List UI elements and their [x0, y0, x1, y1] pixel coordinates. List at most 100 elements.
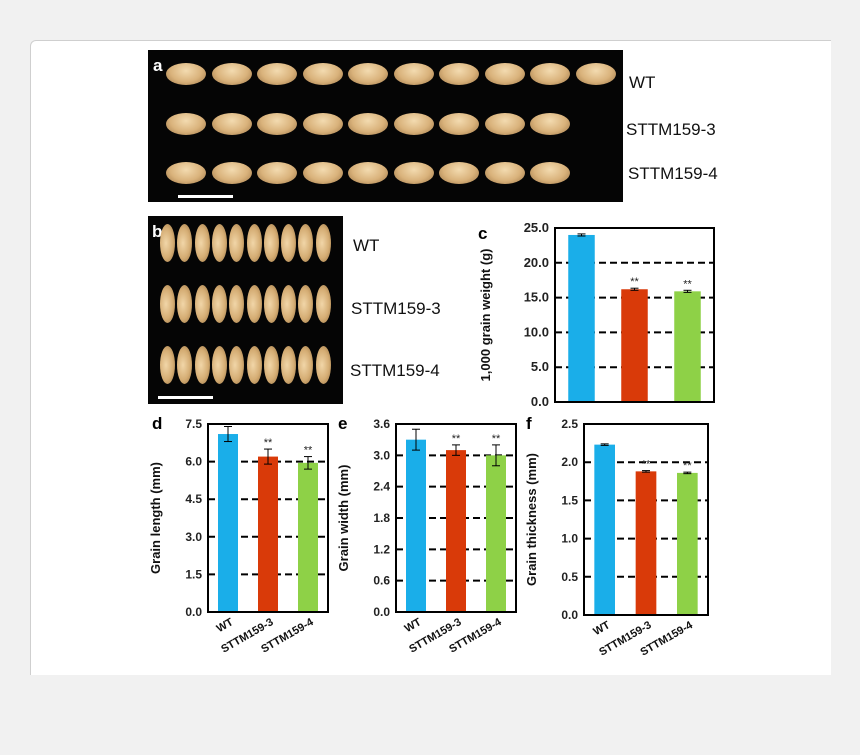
bar-wt [218, 434, 238, 612]
rice-grain [484, 63, 525, 85]
x-tick-label: WT [403, 616, 424, 635]
bar-sttm159-3 [635, 471, 657, 615]
rice-grain [160, 346, 175, 384]
rice-grain [229, 346, 245, 384]
rice-grain [393, 63, 434, 85]
rice-grain [194, 285, 210, 323]
chart-grain-thickness: 0.00.51.01.52.02.5WT**STTM159-3**STTM159… [524, 417, 709, 659]
bar-wt [406, 439, 426, 612]
rice-grain [257, 63, 297, 85]
rice-grain [348, 63, 388, 85]
rice-grain [229, 285, 245, 323]
y-axis-label: Grain thickness (mm) [524, 453, 539, 586]
bar-wt [568, 234, 595, 402]
rice-grain [348, 162, 388, 184]
chart-grain-length: 0.01.53.04.56.07.5WT**STTM159-3**STTM159… [148, 417, 329, 656]
rice-grain [166, 113, 206, 135]
rice-grain [439, 113, 479, 135]
rice-grain [298, 224, 314, 262]
rice-grain [393, 113, 434, 135]
bar-sttm159-3 [621, 289, 648, 402]
rice-grain [246, 285, 262, 323]
y-tick-label: 2.5 [561, 417, 578, 431]
y-tick-label: 1.5 [561, 493, 578, 507]
significance-label: ** [492, 433, 501, 445]
rice-grain [166, 63, 206, 85]
bar-wt [594, 444, 615, 615]
significance-label: ** [630, 276, 639, 288]
rice-grain [246, 346, 262, 384]
y-tick-label: 0.0 [185, 605, 202, 619]
rice-grain [257, 162, 297, 184]
rice-grain [484, 113, 525, 135]
bar-sttm159-3 [258, 456, 278, 612]
rice-grain [160, 285, 175, 323]
rice-grain [211, 162, 252, 184]
rice-grain [281, 285, 297, 323]
rice-grain [439, 63, 479, 85]
rice-grain [315, 346, 331, 384]
bar-sttm159-4 [674, 291, 701, 402]
x-tick-label: WT [215, 616, 236, 635]
chart-grain-width: 0.00.61.21.82.43.03.6WT**STTM159-3**STTM… [336, 417, 517, 656]
row-label-a-sttm159-3: STTM159-3 [626, 120, 716, 139]
y-tick-label: 5.0 [531, 359, 549, 374]
rice-grain [211, 224, 227, 262]
rice-grain [211, 285, 227, 323]
y-tick-label: 10.0 [524, 324, 549, 339]
rice-grain [246, 224, 262, 262]
rice-grain [177, 285, 193, 323]
figure: a WT STTM159-3 STTM159-4 b WT STTM159-3 … [148, 50, 720, 674]
rice-grain [166, 162, 206, 184]
rice-grain [348, 113, 388, 135]
y-tick-label: 0.0 [373, 605, 390, 619]
panel-letter-e: e [338, 414, 348, 433]
y-tick-label: 3.0 [185, 530, 202, 544]
panel-letter-b: b [152, 222, 163, 241]
rice-grain [194, 224, 210, 262]
bar-sttm159-4 [486, 455, 506, 612]
y-tick-label: 1.2 [373, 542, 390, 556]
y-tick-label: 0.5 [561, 570, 578, 584]
rice-grain [530, 113, 570, 135]
rice-grain [263, 346, 279, 384]
rice-grain [211, 346, 227, 384]
chart-grain-weight: 0.0 5.0 10.0 15.0 20.0 25.0 ** ** 1,000 grain we… [478, 220, 715, 408]
rice-grain [439, 162, 479, 184]
significance-label: ** [304, 445, 313, 457]
significance-label: ** [264, 437, 273, 449]
panel-letter-d: d [152, 414, 163, 433]
plot-frame [554, 227, 715, 403]
y-tick-label: 15.0 [524, 290, 549, 305]
y-tick-label: 25.0 [524, 220, 549, 235]
panel-letter-c: c [478, 224, 488, 243]
plot-frame [583, 423, 709, 616]
rice-grain [393, 162, 434, 184]
row-label-b-sttm159-4: STTM159-4 [350, 361, 440, 380]
scale-bar-a [178, 195, 233, 198]
rice-grain [302, 63, 343, 85]
y-tick-label: 0.6 [373, 574, 390, 588]
rice-grain [211, 63, 252, 85]
rice-grain [302, 162, 343, 184]
rice-grain [302, 113, 343, 135]
y-tick-label: 3.6 [373, 417, 390, 431]
plot-frame [395, 423, 517, 613]
rice-grain [263, 285, 279, 323]
y-tick-label: 2.4 [373, 480, 390, 494]
rice-grain [177, 346, 193, 384]
rice-grain [281, 224, 297, 262]
significance-label: ** [642, 459, 651, 471]
photo-panel-a: a [148, 50, 623, 202]
y-tick-label: 0.0 [531, 394, 549, 408]
row-label-b-wt: WT [353, 236, 380, 255]
y-tick-label: 3.0 [373, 448, 390, 462]
rice-grain [229, 224, 245, 262]
row-label-b-sttm159-3: STTM159-3 [351, 299, 441, 318]
rice-grain [298, 346, 314, 384]
rice-grain [160, 224, 175, 262]
y-tick-label: 1.8 [373, 511, 390, 525]
y-tick-label: 2.0 [561, 455, 578, 469]
rice-grain [315, 285, 331, 323]
rice-grain [484, 162, 525, 184]
